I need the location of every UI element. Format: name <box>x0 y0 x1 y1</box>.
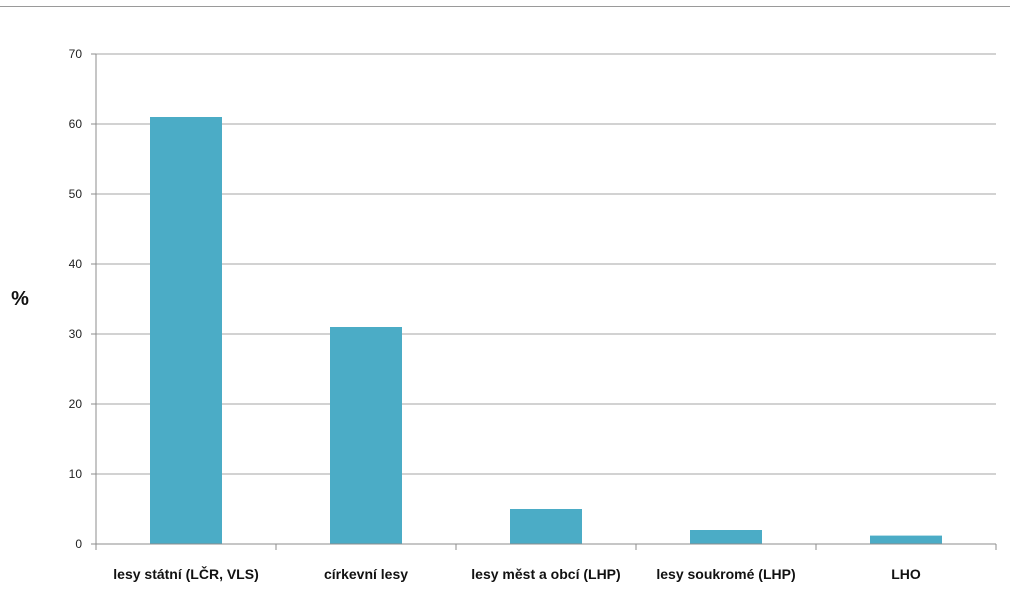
y-tick-label: 0 <box>75 537 82 551</box>
bars <box>150 117 942 544</box>
bar <box>690 530 762 544</box>
y-tick-label: 40 <box>69 257 83 271</box>
bar <box>510 509 582 544</box>
bar <box>150 117 222 544</box>
y-tick-label: 20 <box>69 397 83 411</box>
x-category-label: lesy měst a obcí (LHP) <box>471 566 620 582</box>
x-category-labels: lesy státní (LČR, VLS) církevní lesy lesy … <box>113 565 921 582</box>
x-category-label: církevní lesy <box>324 566 408 582</box>
y-tick-label: 30 <box>69 327 83 341</box>
y-tick-label: 10 <box>69 467 83 481</box>
y-tick-label: 60 <box>69 117 83 131</box>
y-tick-label: 70 <box>69 47 83 61</box>
x-category-label: lesy státní (LČR, VLS) <box>113 565 258 582</box>
bar <box>870 535 942 544</box>
y-axis-label: % <box>11 288 29 310</box>
x-category-label: lesy soukromé (LHP) <box>656 566 795 582</box>
axes <box>91 53 997 550</box>
x-category-label: LHO <box>891 566 921 582</box>
y-tick-labels: 0 10 20 30 40 50 60 70 <box>69 47 83 551</box>
y-tick-label: 50 <box>69 187 83 201</box>
gridlines <box>96 53 996 475</box>
bar <box>330 327 402 544</box>
